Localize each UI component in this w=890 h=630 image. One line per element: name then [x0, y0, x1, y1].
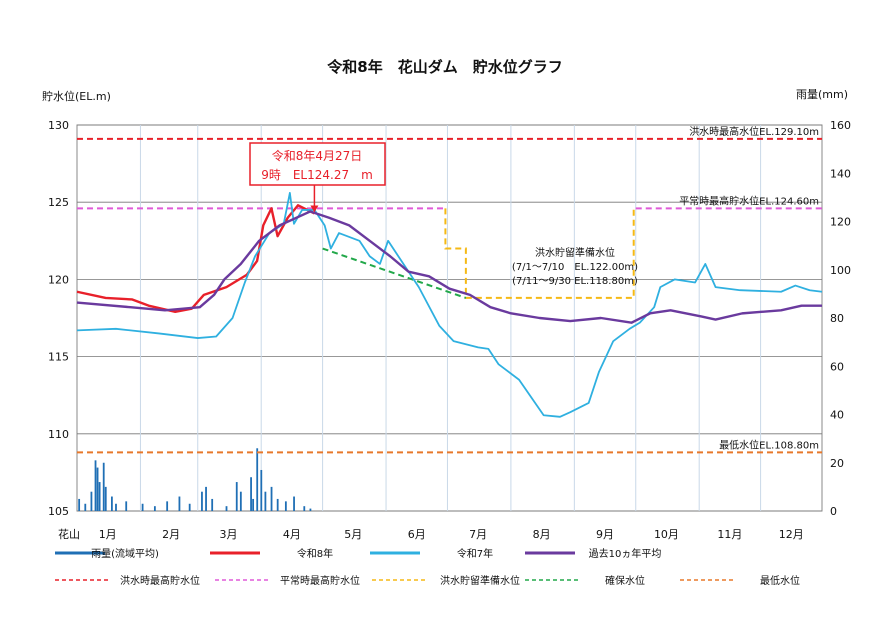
rain-bar [188, 503, 191, 511]
rain-bar [90, 491, 93, 511]
legend-label-r8: 令和8年 [297, 547, 333, 560]
ref-label-min: 最低水位EL.108.80m [719, 438, 819, 451]
legend-label-min: 最低水位 [760, 574, 800, 587]
rain-bar [250, 477, 252, 511]
x-tick-label: 6月 [408, 528, 426, 541]
y2-tick-label: 20 [830, 457, 844, 470]
x-tick-label: 3月 [219, 528, 237, 541]
rain-bar [98, 482, 101, 511]
x-tick-label: 5月 [344, 528, 362, 541]
y2-tick-label: 160 [830, 119, 851, 132]
current-value-label: 9時 EL124.27 m [261, 168, 373, 182]
y-axis-label: 貯水位(EL.m) [42, 89, 111, 103]
rain-bar [239, 491, 242, 511]
y-tick-label: 105 [48, 505, 69, 518]
x-tick-label: 11月 [717, 528, 742, 541]
x-axis-prefix: 花山 [58, 528, 80, 541]
current-level-box [249, 142, 386, 186]
y2-tick-label: 100 [830, 264, 851, 277]
y2-tick-label: 120 [830, 216, 851, 229]
rain-bar [110, 496, 113, 511]
rain-bar [303, 506, 306, 511]
x-tick-label: 12月 [779, 528, 804, 541]
y-tick-label: 120 [48, 273, 69, 286]
rain-bar [178, 496, 181, 511]
rain-bar [96, 467, 99, 511]
y2-tick-label: 0 [830, 505, 837, 518]
rain-bar [201, 491, 203, 511]
series-line-r7 [76, 192, 823, 418]
rain-bar [284, 501, 287, 511]
rain-bar [260, 469, 263, 511]
rain-bar [256, 448, 259, 511]
y-tick-label: 130 [48, 119, 69, 132]
current-arrow-head [310, 205, 319, 213]
legend-label-r7: 令和7年 [457, 547, 493, 560]
x-tick-label: 2月 [162, 528, 180, 541]
y-tick-label: 115 [48, 351, 69, 364]
rain-bar [211, 498, 214, 511]
rain-bar [309, 508, 312, 511]
rain-bar [104, 486, 107, 511]
rain-bar [115, 503, 117, 511]
rain-bar [102, 462, 105, 511]
rain-bar [252, 498, 255, 511]
chart-title: 令和8年 花山ダム 貯水位グラフ [327, 58, 562, 76]
legend-label-normal_max: 平常時最高貯水位 [280, 574, 360, 587]
rain-bar [125, 501, 128, 511]
y-tick-label: 110 [48, 428, 69, 441]
x-tick-label: 8月 [533, 528, 551, 541]
y2-tick-label: 60 [830, 360, 844, 373]
prep-title: 洪水貯留準備水位 [535, 246, 615, 259]
rain-bar [270, 486, 273, 511]
legend-label-secure: 確保水位 [605, 574, 645, 587]
ref-label-normal_max: 平常時最高貯水位EL.124.60m [679, 194, 819, 207]
rain-bar [94, 460, 97, 511]
rain-bar [166, 501, 169, 511]
series-line-r8 [76, 204, 315, 314]
legend-label-flood_max: 洪水時最高貯水位 [120, 574, 200, 587]
rain-bar [78, 498, 81, 511]
prep-line1: (7/1～7/10 EL.122.00m) [512, 262, 638, 273]
x-tick-label: 9月 [596, 528, 614, 541]
ref-line-flood_prep [444, 208, 635, 299]
y2-axis-label: 雨量(mm) [796, 88, 848, 101]
rain-bar [235, 482, 238, 511]
rain-bar [276, 498, 279, 511]
prep-line2: (7/11～9/30 EL.118.80m) [512, 276, 638, 287]
rain-bar [84, 503, 87, 511]
series-line-avg [76, 210, 822, 324]
rain-bar [141, 503, 144, 511]
x-tick-label: 4月 [283, 528, 301, 541]
y2-tick-label: 140 [830, 167, 851, 180]
y2-tick-label: 80 [830, 312, 844, 325]
legend-label-rain: 雨量(流域平均) [91, 547, 159, 560]
x-tick-label: 7月 [469, 528, 487, 541]
rain-bar [264, 491, 267, 511]
x-tick-label: 10月 [654, 528, 679, 541]
ref-line-secure [322, 247, 467, 299]
current-date-label: 令和8年4月27日 [272, 148, 363, 163]
rain-bar [293, 496, 295, 511]
rain-bar [153, 506, 156, 511]
x-tick-label: 1月 [99, 528, 117, 541]
legend-label-flood_prep: 洪水貯留準備水位 [440, 574, 520, 587]
y2-tick-label: 40 [830, 409, 844, 422]
rain-bar [225, 506, 228, 511]
rain-bar [205, 486, 207, 511]
legend-label-avg: 過去10ヵ年平均 [589, 547, 662, 560]
ref-label-flood_max: 洪水時最高水位EL.129.10m [689, 125, 819, 138]
y-tick-label: 125 [48, 196, 69, 209]
